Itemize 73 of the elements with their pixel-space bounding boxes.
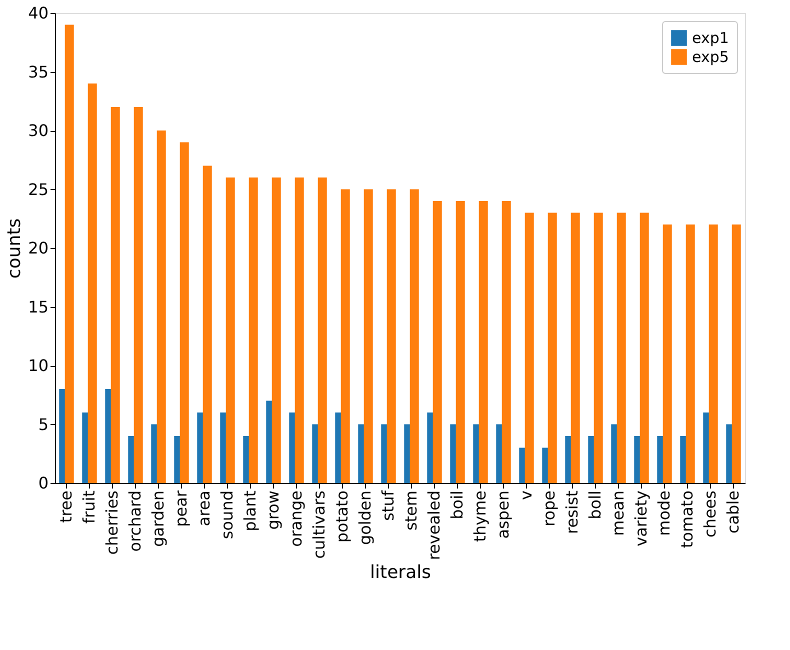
x-axis-title: literals: [370, 562, 431, 584]
bar: [432, 201, 442, 483]
bar: [686, 224, 695, 483]
bar: [318, 178, 327, 483]
bar: [594, 212, 603, 483]
y-tick-label: 15: [28, 297, 48, 316]
y-tick-label: 35: [28, 62, 48, 82]
y-tick-label: 10: [28, 356, 48, 375]
bar: [478, 201, 488, 483]
bar: [456, 201, 465, 483]
y-tick-label: 20: [28, 238, 48, 258]
x-tick-label: boil: [448, 490, 466, 520]
bar: [202, 166, 212, 483]
x-tick-label: cable: [724, 490, 742, 534]
bar: [88, 84, 97, 483]
y-tick-label: 0: [38, 474, 48, 492]
bar: [662, 224, 672, 483]
x-tick-label: boll: [586, 490, 604, 520]
bar: [340, 189, 350, 483]
x-tick-label: potato: [332, 490, 352, 543]
legend-label: exp5: [692, 48, 729, 66]
bar: [502, 201, 511, 483]
bar: [386, 189, 396, 483]
bar: [272, 178, 281, 483]
x-tick-label: chees: [700, 490, 720, 538]
y-tick-label: 25: [28, 180, 48, 199]
x-tick-label: stem: [402, 490, 420, 531]
x-tick-label: orange: [286, 490, 306, 547]
x-tick-label: orchard: [126, 490, 144, 552]
x-tick-label: revealed: [424, 490, 444, 560]
bar: [548, 212, 557, 483]
bar: [524, 212, 534, 483]
bar: [248, 178, 258, 483]
x-tick-label: fruit: [80, 490, 98, 524]
bar: [226, 178, 235, 483]
bar: [616, 212, 626, 483]
bar: [134, 107, 143, 483]
x-tick-label: mean: [608, 490, 628, 536]
x-tick-label: rope: [540, 490, 558, 527]
x-tick-label: cherries: [102, 490, 122, 555]
x-tick-label: area: [194, 490, 214, 526]
x-tick-label: tomato: [678, 490, 696, 548]
bar: [570, 212, 580, 483]
bar: [294, 178, 304, 483]
x-tick-label: plant: [240, 490, 260, 532]
y-tick-label: 40: [28, 4, 48, 22]
x-tick-label: sound: [218, 490, 236, 540]
bar: [732, 224, 741, 483]
x-tick-label: stuf: [378, 490, 398, 521]
x-tick-label: mode: [654, 490, 674, 536]
x-tick-label: grow: [264, 490, 282, 530]
x-tick-label: pear: [172, 490, 190, 527]
x-tick-label: garden: [148, 490, 168, 547]
y-tick-label: 30: [28, 121, 48, 140]
bar: [156, 130, 166, 483]
x-tick-label: variety: [632, 490, 650, 546]
x-tick-label: aspen: [494, 490, 512, 539]
legend-label: exp1: [692, 29, 729, 47]
x-tick-label: golden: [356, 490, 374, 546]
bar: [110, 107, 120, 483]
y-tick-label: 5: [38, 414, 48, 434]
bar: [708, 224, 718, 483]
bar: [180, 142, 189, 483]
bar: [364, 189, 373, 483]
x-tick-label: thyme: [470, 490, 490, 542]
bar: [64, 24, 74, 483]
x-tick-label: resist: [562, 490, 582, 534]
bar: [640, 212, 649, 483]
x-tick-label: v: [516, 490, 536, 500]
x-tick-label: tree: [56, 490, 76, 523]
x-tick-label: cultivars: [310, 490, 328, 559]
y-axis-title: counts: [4, 218, 26, 279]
bar: [410, 189, 419, 483]
